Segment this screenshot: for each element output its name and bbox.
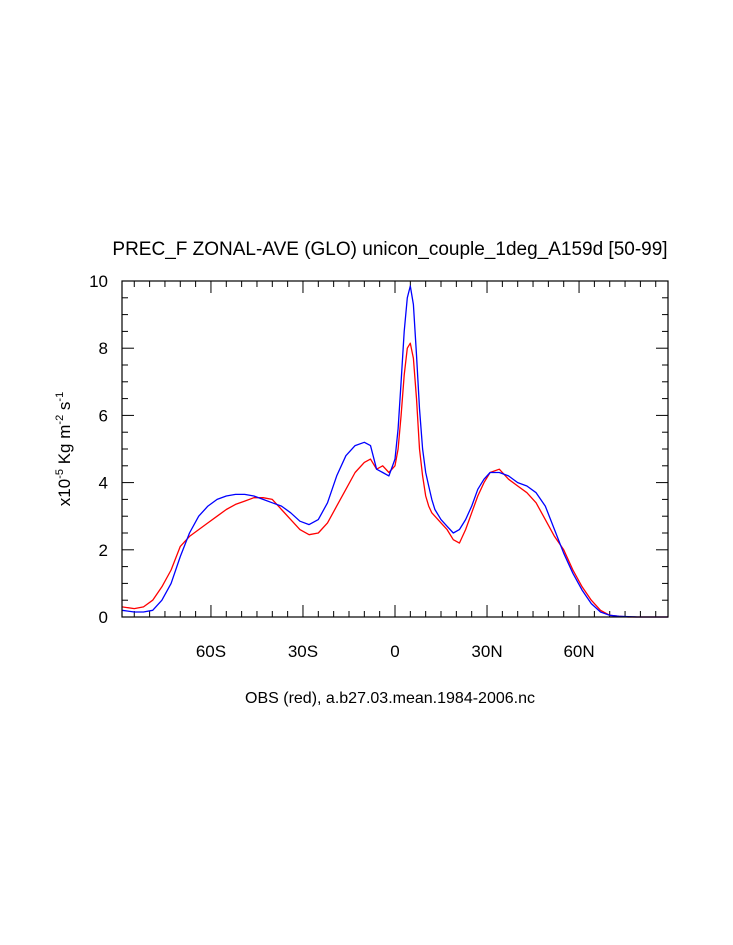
- plot-area: 0 2 4 6 8 10 60S 30S 0 30N 60N: [89, 272, 669, 661]
- x-axis-label: OBS (red), a.b27.03.mean.1984-2006.nc: [245, 690, 535, 707]
- y-tick-label: 4: [99, 474, 108, 493]
- y-tick-label: 10: [89, 272, 108, 291]
- y-tick-label: 8: [99, 339, 108, 358]
- x-tick-label: 30N: [471, 642, 502, 661]
- y-axis-label-base: x10: [55, 479, 74, 506]
- plot-frame: [121, 280, 669, 618]
- series-line-1: [121, 285, 668, 618]
- y-tick-label: 2: [99, 541, 108, 560]
- x-tick-label: 0: [390, 642, 399, 661]
- y-tick-label: 6: [99, 406, 108, 425]
- y-axis-label-exp2: -2: [54, 415, 66, 425]
- y-axis-label: x10-5 Kg m-2 s-1: [54, 392, 74, 506]
- chart-title: PREC_F ZONAL-AVE (GLO) unicon_couple_1de…: [112, 239, 667, 260]
- y-tick-label: 0: [99, 608, 108, 627]
- x-tick-label: 30S: [288, 642, 318, 661]
- series-line-0: [121, 342, 668, 618]
- x-tick-label: 60N: [563, 642, 594, 661]
- x-tick-label: 60S: [196, 642, 226, 661]
- y-axis-label-exp1: -5: [54, 469, 66, 479]
- y-axis-label-exp3: -1: [54, 392, 66, 402]
- y-axis-label-mid2: s: [55, 402, 74, 415]
- y-axis-label-mid: Kg m: [55, 425, 74, 469]
